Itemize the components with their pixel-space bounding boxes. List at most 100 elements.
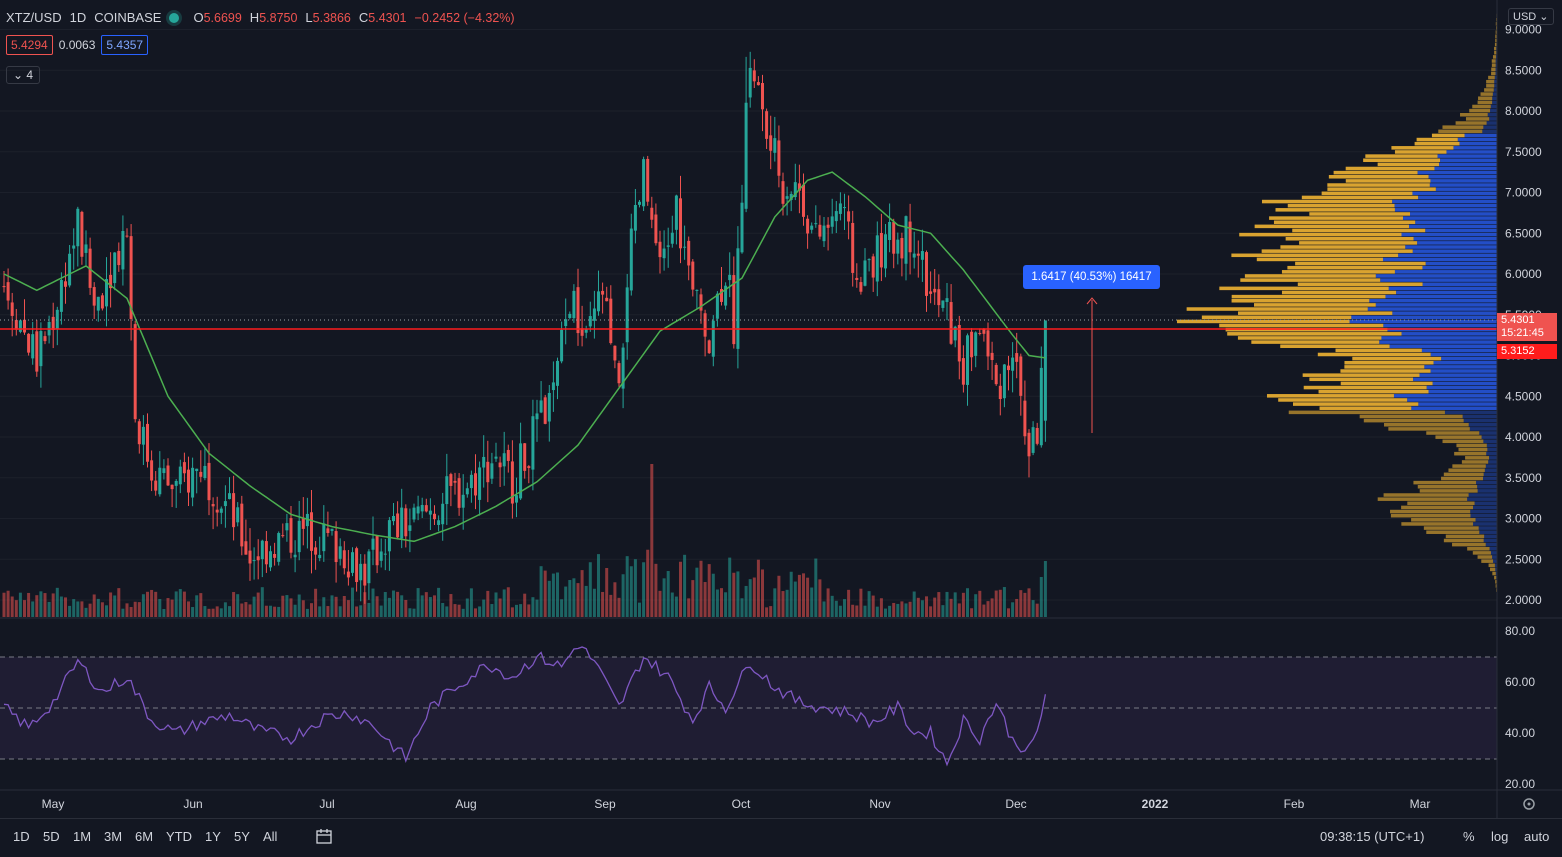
candle-body (572, 291, 575, 318)
candle-body (769, 135, 772, 150)
volume-profile-row (1257, 258, 1383, 262)
volume-profile-row (1456, 444, 1486, 448)
range-ytd-button[interactable]: YTD (166, 829, 192, 844)
candle-body (343, 550, 346, 568)
volume-profile-row-value-area (1488, 460, 1497, 464)
time-tick-label: Jun (183, 797, 202, 811)
volume-profile-row-value-area (1431, 369, 1497, 373)
candle-body (818, 225, 821, 237)
volume-profile-row-value-area (1409, 225, 1497, 229)
range-all-button[interactable]: All (263, 829, 277, 844)
volume-bar (835, 601, 838, 617)
volume-bar (216, 606, 219, 617)
percent-scale-button[interactable]: % (1463, 829, 1475, 844)
volume-profile-row-value-area (1440, 158, 1497, 162)
volume-bar (773, 588, 776, 617)
volume-bar (593, 589, 596, 617)
volume-bar (589, 562, 592, 617)
candle-body (490, 463, 493, 478)
candle-body (745, 103, 748, 209)
volume-profile-row-value-area (1492, 96, 1497, 100)
volume-profile-row-value-area (1469, 423, 1497, 427)
candle-body (179, 467, 182, 485)
volume-bar (347, 600, 350, 617)
candle-body (220, 509, 223, 513)
volume-bar (93, 594, 96, 617)
candle-body (146, 424, 149, 462)
range-1d-button[interactable]: 1D (13, 829, 30, 844)
clock-timezone[interactable]: 09:38:15 (UTC+1) (1320, 829, 1424, 844)
currency-select[interactable]: USD ⌄ (1508, 8, 1554, 25)
volume-bar (958, 603, 961, 617)
price-tick-label: 6.5000 (1505, 226, 1542, 240)
volume-profile-row-value-area (1383, 324, 1497, 328)
volume-profile-row (1494, 576, 1496, 580)
volume-bar (396, 592, 399, 617)
interval-label[interactable]: 1D (70, 10, 87, 25)
indicators-toggle-button[interactable]: ⌄ 4 (6, 66, 40, 84)
candle-body (700, 294, 703, 310)
volume-profile-row-value-area (1486, 452, 1497, 456)
volume-profile-row (1472, 105, 1491, 109)
volume-profile-row (1478, 101, 1493, 105)
volume-profile-row-value-area (1470, 427, 1497, 431)
price-tick-label: 4.5000 (1505, 389, 1542, 403)
candle-body (171, 485, 174, 489)
candle-body (396, 513, 399, 537)
volume-profile-row (1292, 229, 1425, 233)
volume-bar (638, 603, 641, 617)
candle-body (917, 254, 920, 256)
volume-bar (601, 592, 604, 617)
volume-bar (741, 598, 744, 617)
candle-body (335, 531, 338, 562)
volume-profile-row-value-area (1482, 435, 1497, 439)
auto-scale-button[interactable]: auto (1524, 829, 1549, 844)
log-scale-button[interactable]: log (1491, 829, 1508, 844)
volume-profile-row-value-area (1485, 468, 1497, 472)
range-5d-button[interactable]: 5D (43, 829, 60, 844)
volume-bar (568, 580, 571, 617)
date-range-icon[interactable] (315, 828, 333, 849)
volume-bar (31, 601, 34, 617)
candle-body (126, 236, 129, 237)
volume-profile-row (1276, 208, 1395, 212)
buy-price-button[interactable]: 5.4357 (101, 35, 148, 55)
volume-profile-row (1491, 72, 1495, 76)
sell-price-button[interactable]: 5.4294 (6, 35, 53, 55)
volume-bar (220, 608, 223, 617)
volume-profile-row (1401, 522, 1473, 526)
candle-body (384, 554, 387, 555)
range-5y-button[interactable]: 5Y (234, 829, 250, 844)
candle-body (618, 363, 621, 383)
volume-bar (285, 595, 288, 617)
range-1m-button[interactable]: 1M (73, 829, 91, 844)
volume-bar (171, 600, 174, 617)
candle-body (864, 260, 867, 285)
volume-profile-row-value-area (1459, 142, 1497, 146)
volume-bar (355, 606, 358, 617)
volume-profile-row-value-area (1407, 398, 1497, 402)
volume-bar (1019, 590, 1022, 617)
candle-body (285, 523, 288, 530)
time-tick-label: Jul (319, 797, 334, 811)
range-3m-button[interactable]: 3M (104, 829, 122, 844)
candle-body (462, 495, 465, 508)
volume-profile-row-value-area (1380, 278, 1497, 282)
volume-profile-row (1465, 456, 1489, 460)
range-6m-button[interactable]: 6M (135, 829, 153, 844)
volume-profile-row-value-area (1390, 344, 1497, 348)
volume-profile-row-value-area (1477, 485, 1497, 489)
candle-body (495, 457, 498, 459)
volume-profile-row (1438, 130, 1482, 134)
range-1y-button[interactable]: 1Y (205, 829, 221, 844)
volume-bar (261, 587, 264, 617)
symbol-name[interactable]: XTZ/USD (6, 10, 62, 25)
volume-bar (995, 591, 998, 617)
volume-bar (298, 595, 301, 617)
volume-profile-row (1344, 365, 1424, 369)
candle-body (708, 340, 711, 353)
volume-bar (433, 595, 436, 617)
volume-profile-row-value-area (1469, 493, 1497, 497)
candle-body (466, 488, 469, 494)
